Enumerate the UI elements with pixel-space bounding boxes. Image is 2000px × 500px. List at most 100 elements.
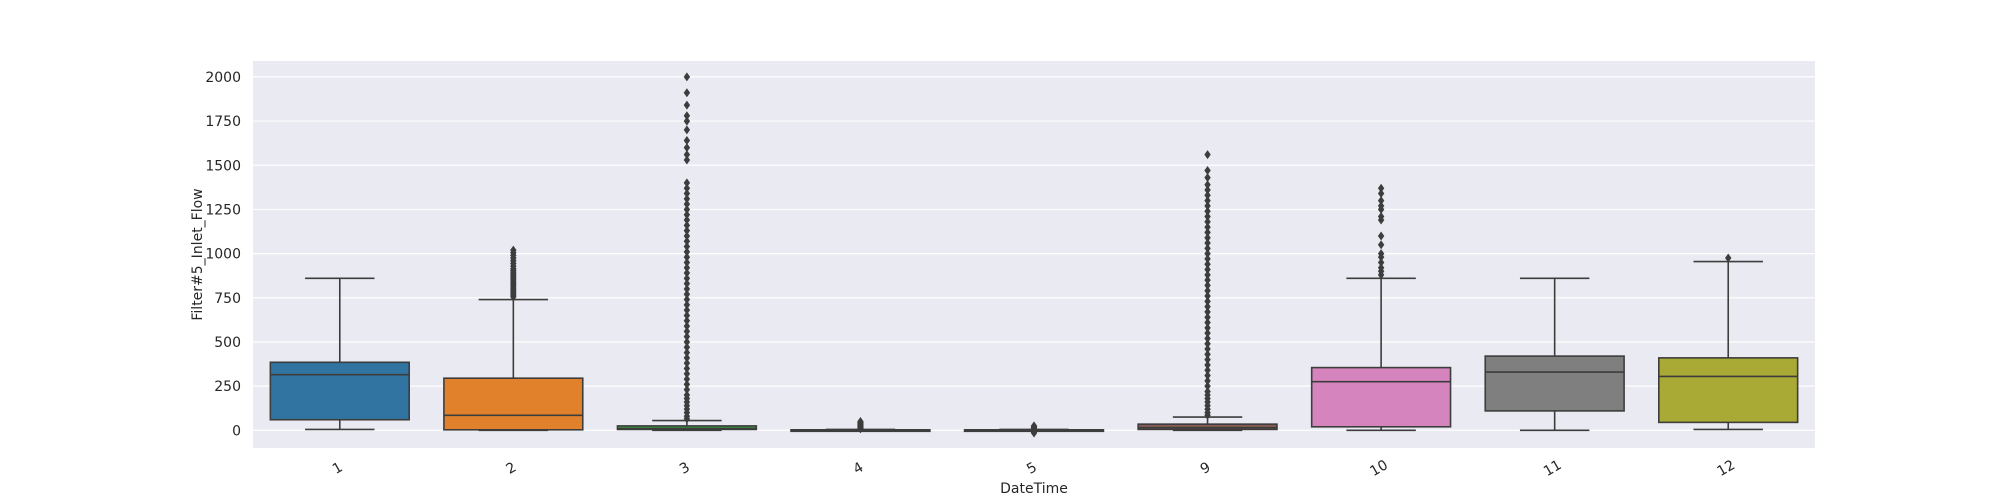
- outlier-point: [1204, 185, 1211, 195]
- y-tick-label: 750: [214, 291, 241, 307]
- x-tick-label: 11: [1541, 457, 1564, 480]
- outlier-point: [1377, 231, 1385, 241]
- outlier-point: [1204, 386, 1211, 396]
- outlier-point: [1725, 253, 1732, 263]
- box-iqr: [1484, 355, 1625, 412]
- box-4: [790, 416, 931, 434]
- outlier-point: [1204, 270, 1211, 280]
- outlier-point: [1204, 173, 1211, 183]
- box-3: [616, 72, 758, 432]
- outlier-point: [1204, 280, 1211, 290]
- outlier-point: [857, 416, 864, 426]
- outlier-point: [1377, 249, 1385, 259]
- outlier-point: [1204, 318, 1211, 328]
- outlier-point: [683, 273, 691, 283]
- x-tick-label: 9: [1198, 459, 1214, 477]
- outlier-point: [683, 326, 691, 336]
- outlier-point: [683, 369, 691, 379]
- outlier-point: [1204, 212, 1211, 222]
- outlier-point: [683, 363, 691, 373]
- outlier-point: [683, 220, 691, 230]
- outlier-point: [1204, 217, 1211, 227]
- outlier-point: [1204, 259, 1211, 269]
- outlier-point: [1204, 296, 1211, 306]
- outlier-point: [1204, 381, 1211, 391]
- outlier-point: [1204, 196, 1211, 206]
- box-10: [1310, 183, 1452, 432]
- y-tick-label: 1000: [205, 247, 241, 263]
- outlier-point: [683, 385, 691, 395]
- outlier-point: [683, 199, 691, 209]
- x-tick-label: 3: [677, 459, 693, 477]
- x-axis-label: DateTime: [1000, 481, 1068, 497]
- outlier-point: [683, 215, 691, 225]
- box-2: [443, 245, 584, 432]
- box-iqr: [1137, 423, 1278, 431]
- outlier-point: [683, 236, 691, 246]
- outlier-point: [1377, 257, 1385, 267]
- outlier-point: [683, 231, 691, 241]
- outlier-point: [1377, 196, 1385, 206]
- outlier-point: [1204, 249, 1211, 259]
- outlier-point: [1377, 201, 1385, 211]
- box-iqr: [1658, 357, 1799, 424]
- x-tick-label: 4: [851, 459, 867, 477]
- y-tick-label: 500: [214, 335, 241, 351]
- outlier-point: [683, 342, 691, 352]
- y-tick-label: 250: [214, 379, 241, 395]
- y-tick-label: 1500: [205, 158, 241, 174]
- outlier-point: [1204, 355, 1211, 365]
- x-tick-label: 10: [1367, 457, 1390, 480]
- outlier-point: [1204, 339, 1211, 349]
- outlier-point: [1377, 263, 1385, 273]
- outlier-point: [1030, 421, 1038, 431]
- outlier-point: [1204, 222, 1211, 232]
- outlier-point: [683, 204, 691, 214]
- outlier-point: [683, 143, 691, 153]
- outlier-point: [1204, 376, 1211, 386]
- outlier-point: [683, 116, 691, 126]
- outlier-point: [683, 310, 691, 320]
- outlier-point: [683, 289, 691, 299]
- outlier-point: [1377, 183, 1385, 193]
- outlier-point: [1204, 344, 1211, 354]
- box-1: [269, 277, 411, 431]
- outlier-point: [683, 284, 691, 294]
- y-tick-label: 1750: [205, 114, 241, 130]
- box-9: [1137, 150, 1278, 432]
- outlier-point: [1204, 254, 1211, 264]
- outlier-point: [683, 348, 691, 358]
- box-iqr: [443, 377, 584, 431]
- box-iqr: [616, 425, 758, 431]
- outlier-point: [1204, 371, 1211, 381]
- y-tick-label: 0: [232, 423, 241, 439]
- outlier-point: [1204, 275, 1211, 285]
- outlier-point: [683, 374, 691, 384]
- x-tick-label: 12: [1715, 457, 1738, 480]
- outlier-point: [1204, 243, 1211, 253]
- outlier-point: [683, 210, 691, 220]
- x-tick-label: 5: [1024, 459, 1040, 477]
- outlier-point: [683, 111, 691, 121]
- outlier-point: [1204, 166, 1211, 176]
- outlier-point: [683, 183, 691, 193]
- y-axis-label: Filter#5_Inlet_Flow: [190, 188, 206, 320]
- y-tick-labels: 0 250 500 750 1000 1250 1500 1750 2000: [205, 70, 241, 439]
- outlier-point: [1204, 312, 1211, 322]
- outlier-point: [683, 178, 691, 188]
- y-tick-label: 1250: [205, 202, 241, 218]
- outlier-point: [683, 242, 691, 252]
- outlier-point: [1377, 189, 1385, 199]
- outlier-point: [683, 337, 691, 347]
- outlier-point: [683, 88, 691, 98]
- outlier-point: [1204, 323, 1211, 333]
- outlier-point: [683, 247, 691, 257]
- outlier-point: [1204, 291, 1211, 301]
- outlier-point: [683, 136, 691, 146]
- outlier-point: [1204, 328, 1211, 338]
- outlier-point: [683, 295, 691, 305]
- outlier-point: [1204, 333, 1211, 343]
- outlier-point: [683, 353, 691, 363]
- outlier-point: [683, 263, 691, 273]
